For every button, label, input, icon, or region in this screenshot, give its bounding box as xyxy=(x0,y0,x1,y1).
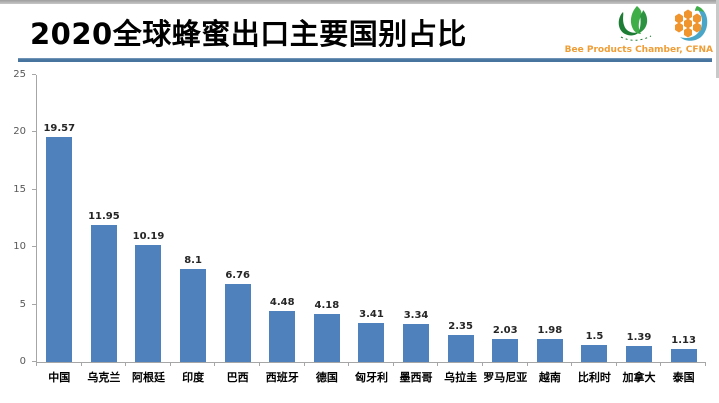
x-axis-category-label: 乌克兰 xyxy=(87,371,121,384)
x-axis-category-label: 西班牙 xyxy=(265,371,299,384)
y-axis-tick xyxy=(32,246,36,248)
bar xyxy=(447,335,474,362)
bar-group: 4.18 德国 xyxy=(305,75,350,384)
bar-group: 4.48 西班牙 xyxy=(260,75,305,384)
y-axis-label: 25 xyxy=(13,69,26,80)
bar-group: 11.95 乌克兰 xyxy=(82,75,127,384)
x-axis-category-label: 印度 xyxy=(182,371,205,384)
x-axis-category-label: 墨西哥 xyxy=(399,371,433,384)
bar xyxy=(180,269,207,362)
y-axis-tick xyxy=(32,361,36,362)
bar-value-label: 6.76 xyxy=(225,270,251,282)
bar-group: 1.39 加拿大 xyxy=(617,75,662,384)
y-axis-tick xyxy=(32,131,36,133)
y-axis-label: 15 xyxy=(13,183,26,195)
bar xyxy=(313,314,340,362)
right-edge-strip xyxy=(716,0,719,78)
bar xyxy=(224,284,251,362)
bar-value-label: 3.41 xyxy=(359,308,384,320)
x-axis-category-label: 罗马尼亚 xyxy=(483,371,528,384)
plot-area: 19.57 中国 11.95 乌克兰 10.19 阿根廷 8.1 印度 6.76 巴西 4.48 西班… xyxy=(36,75,706,384)
bar xyxy=(581,344,608,362)
cfna-leaf-logo-icon xyxy=(618,6,652,41)
x-axis-category-label: 匈牙利 xyxy=(354,371,388,384)
logo-group xyxy=(613,4,711,44)
bar-value-label: 11.95 xyxy=(88,210,120,222)
bar xyxy=(90,224,117,362)
bar-group: 2.03 罗马尼亚 xyxy=(483,75,528,384)
bar-group: 19.57 中国 xyxy=(37,75,82,384)
bar-value-label: 1.13 xyxy=(671,335,696,347)
bar xyxy=(135,245,162,362)
bar-group: 8.1 印度 xyxy=(171,75,216,384)
bar-value-label: 4.18 xyxy=(314,300,340,312)
bar-value-label: 1.5 xyxy=(585,330,604,342)
bar xyxy=(358,322,385,362)
x-axis-category-label: 加拿大 xyxy=(622,371,656,384)
bar-value-label: 3.34 xyxy=(403,309,429,321)
bar-value-label: 2.03 xyxy=(492,324,518,336)
x-axis-category-label: 比利时 xyxy=(577,371,611,384)
bar-group: 10.19 阿根廷 xyxy=(126,75,171,384)
header-divider xyxy=(18,58,712,62)
y-axis-label: 20 xyxy=(13,126,26,138)
bar-value-label: 4.48 xyxy=(269,296,295,308)
y-axis-label: 5 xyxy=(19,298,26,310)
x-axis-category-label: 中国 xyxy=(48,371,71,384)
bar-value-label: 1.39 xyxy=(626,332,652,344)
bar-value-label: 2.35 xyxy=(448,321,473,333)
x-axis-category-label: 巴西 xyxy=(226,371,249,384)
bar xyxy=(46,137,73,362)
y-axis-label: 0 xyxy=(19,356,26,367)
bar xyxy=(403,323,430,362)
bar xyxy=(536,339,563,362)
page-title: 2020全球蜂蜜出口主要国别占比 xyxy=(30,17,467,51)
x-axis-category-label: 乌拉圭 xyxy=(444,371,478,384)
bar-value-label: 8.1 xyxy=(184,255,202,267)
y-axis-label: 10 xyxy=(13,241,26,253)
y-axis: 0 5 10 15 20 25 xyxy=(0,70,36,367)
bar-group: 3.41 匈牙利 xyxy=(349,75,394,384)
x-axis-category-label: 泰国 xyxy=(672,371,695,384)
bar-group: 6.76 巴西 xyxy=(215,75,260,384)
x-axis-category-label: 德国 xyxy=(315,371,338,384)
x-axis-category-label: 越南 xyxy=(538,371,561,384)
bar xyxy=(269,310,296,362)
logo-caption: Bee Products Chamber, CFNA xyxy=(564,45,713,55)
bar-value-label: 1.98 xyxy=(537,325,563,337)
bar-group: 1.98 越南 xyxy=(528,75,573,384)
y-axis-tick xyxy=(32,188,36,190)
y-axis-tick xyxy=(32,74,36,75)
y-axis-tick xyxy=(32,303,36,305)
bar xyxy=(670,349,697,362)
bar-group: 2.35 乌拉圭 xyxy=(438,75,483,384)
top-edge-strip xyxy=(0,0,719,4)
bar-value-label: 10.19 xyxy=(132,231,165,243)
x-axis-category-label: 阿根廷 xyxy=(131,371,165,384)
bar xyxy=(492,338,519,362)
bar-group: 3.34 墨西哥 xyxy=(394,75,439,384)
bar-group: 1.5 比利时 xyxy=(572,75,617,384)
bar-value-label: 19.57 xyxy=(43,123,76,135)
bar xyxy=(626,346,653,362)
honeycomb-logo-icon xyxy=(675,6,708,41)
bar-group: 1.13 泰国 xyxy=(661,75,706,384)
